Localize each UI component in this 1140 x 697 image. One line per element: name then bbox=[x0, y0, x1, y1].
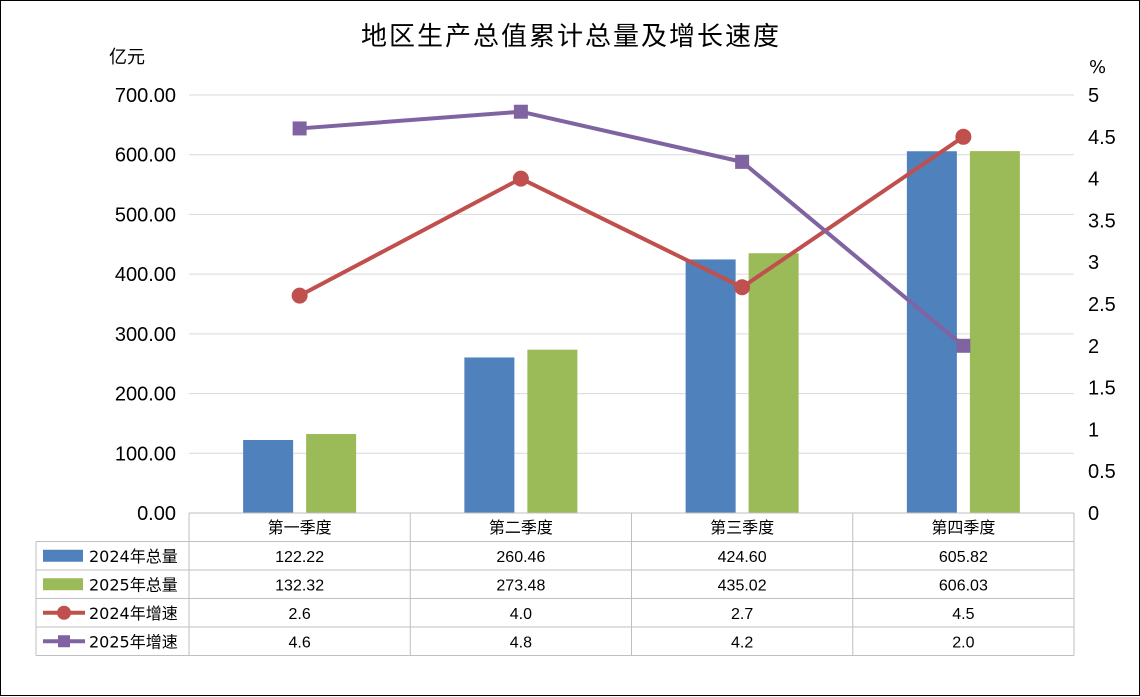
table-cell: 2.7 bbox=[731, 606, 753, 623]
bars bbox=[243, 151, 1020, 514]
table-cell: 606.03 bbox=[939, 577, 988, 594]
right-axis-tick-label: 0 bbox=[1088, 503, 1099, 525]
right-axis-tick-label: 2.5 bbox=[1088, 294, 1116, 316]
legend-label: 2024年增速 bbox=[89, 604, 178, 623]
bar bbox=[969, 151, 1020, 513]
chart-title: 地区生产总值累计总量及增长速度 bbox=[361, 22, 781, 52]
lines bbox=[291, 104, 972, 353]
right-axis-tick-label: 0.5 bbox=[1088, 461, 1116, 483]
legend-swatch bbox=[43, 578, 83, 591]
line-point bbox=[292, 121, 307, 136]
table-cell: 122.22 bbox=[275, 549, 324, 566]
right-axis-tick-label: 4.5 bbox=[1088, 127, 1116, 149]
category-label: 第三季度 bbox=[710, 518, 774, 537]
legend-marker bbox=[58, 635, 70, 648]
bar bbox=[243, 440, 294, 513]
table-cell: 132.32 bbox=[275, 577, 324, 594]
line-point bbox=[734, 279, 751, 296]
left-axis-tick-label: 400.00 bbox=[115, 264, 176, 286]
table-cell: 273.48 bbox=[496, 577, 545, 594]
table-cell: 4.5 bbox=[952, 606, 974, 623]
right-axis-tick-label: 3.5 bbox=[1088, 210, 1116, 232]
bar bbox=[685, 259, 736, 513]
table-cell: 424.60 bbox=[718, 549, 767, 566]
series-line bbox=[298, 135, 965, 298]
table-cell: 4.0 bbox=[510, 606, 532, 623]
right-axis-unit: % bbox=[1089, 57, 1106, 78]
line-point bbox=[512, 170, 529, 187]
right-axis-tick-label: 3 bbox=[1088, 252, 1099, 274]
right-axis-ticks: 0 0.5 1 1.5 2 2.5 3 3.5 4 4.5 5 bbox=[1088, 85, 1116, 525]
legend-marker bbox=[57, 605, 71, 620]
right-axis-tick-label: 5 bbox=[1088, 85, 1099, 107]
table-cell: 260.46 bbox=[496, 549, 545, 566]
bar bbox=[527, 349, 578, 513]
left-axis-tick-label: 600.00 bbox=[115, 145, 176, 167]
left-axis-tick-label: 500.00 bbox=[115, 204, 176, 226]
left-axis-ticks: 0.00 100.00 200.00 300.00 400.00 500.00 600.00… bbox=[115, 85, 176, 525]
right-axis-tick-label: 4 bbox=[1088, 169, 1099, 191]
legend-swatch bbox=[43, 549, 83, 562]
table-cell: 4.8 bbox=[510, 634, 532, 651]
table-cell: 605.82 bbox=[939, 549, 988, 566]
table-cell: 4.2 bbox=[731, 634, 753, 651]
left-axis-tick-label: 200.00 bbox=[115, 384, 176, 406]
table-cell: 2.6 bbox=[289, 606, 311, 623]
table-cell: 435.02 bbox=[718, 577, 767, 594]
category-label: 第四季度 bbox=[931, 518, 995, 537]
line-point bbox=[735, 154, 750, 169]
line-point bbox=[956, 338, 971, 353]
right-axis-tick-label: 1.5 bbox=[1088, 378, 1116, 400]
line-point bbox=[513, 104, 528, 119]
category-label: 第二季度 bbox=[489, 518, 553, 537]
data-table: 第一季度 第二季度 第三季度 第四季度 2024年总量 122.22 260.46 424.6… bbox=[35, 512, 1075, 656]
bar bbox=[306, 433, 357, 513]
line-point bbox=[291, 287, 308, 304]
legend-label: 2025年总量 bbox=[89, 575, 178, 594]
bar bbox=[748, 253, 799, 514]
left-axis-unit: 亿元 bbox=[109, 47, 145, 68]
left-axis-tick-label: 700.00 bbox=[115, 85, 176, 107]
legend-label: 2024年总量 bbox=[89, 547, 178, 566]
line-point bbox=[955, 128, 972, 145]
table-cell: 2.0 bbox=[952, 634, 974, 651]
right-axis-tick-label: 2 bbox=[1088, 336, 1099, 358]
legend-label: 2025年增速 bbox=[89, 632, 178, 651]
bar bbox=[464, 357, 515, 513]
left-axis-tick-label: 300.00 bbox=[115, 324, 176, 346]
left-axis-tick-label: 0.00 bbox=[137, 503, 176, 525]
category-label: 第一季度 bbox=[268, 518, 332, 537]
series-line bbox=[299, 109, 965, 348]
right-axis-tick-label: 1 bbox=[1088, 419, 1099, 441]
left-axis-tick-label: 100.00 bbox=[115, 443, 176, 465]
table-cell: 4.6 bbox=[289, 634, 311, 651]
